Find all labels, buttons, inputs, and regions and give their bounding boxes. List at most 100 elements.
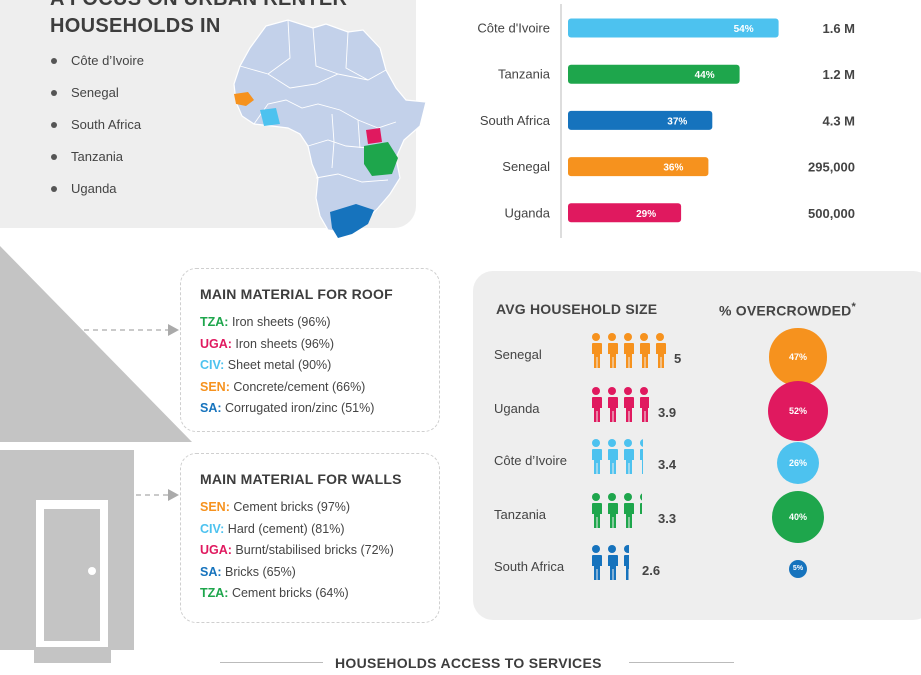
household-size-value: 3.4 xyxy=(658,457,677,472)
household-row-label: Senegal xyxy=(494,347,542,362)
bar-total-label: 295,000 xyxy=(808,160,855,175)
country-code: CIV: xyxy=(200,521,225,536)
household-row-label: South Africa xyxy=(494,559,565,574)
bar-total-label: 1.6 M xyxy=(822,21,855,36)
material-text: Burnt/stabilised bricks (72%) xyxy=(231,543,394,557)
bar-category-label: Côte d'Ivoire xyxy=(477,21,550,36)
material-text: Iron sheets (96%) xyxy=(228,315,331,329)
roof-material-title: MAIN MATERIAL FOR ROOF xyxy=(200,286,393,302)
house-roof xyxy=(0,246,192,442)
country-list-item: Tanzania xyxy=(50,148,144,180)
walls-material-item: SA: Bricks (65%) xyxy=(200,565,394,587)
overcrowded-title-text: % OVERCROWDED xyxy=(719,302,852,319)
roof-material-item: SEN: Concrete/cement (66%) xyxy=(200,380,374,402)
country-code: SA: xyxy=(200,401,222,415)
senegal-shape xyxy=(234,92,254,106)
footer-divider-left xyxy=(220,662,323,663)
walls-material-item: UGA: Burnt/stabilised bricks (72%) xyxy=(200,543,394,565)
walls-material-box: MAIN MATERIAL FOR WALLS SEN: Cement bric… xyxy=(180,453,440,623)
person-icon xyxy=(606,387,618,423)
household-size-value: 5 xyxy=(674,351,682,366)
country-list-item: Côte d’Ivoire xyxy=(50,52,144,84)
person-icon xyxy=(590,333,602,369)
intro-title-line1: A FOCUS ON URBAN RENTER xyxy=(50,0,347,10)
country-code: SEN: xyxy=(200,379,230,394)
overcrowded-title: % OVERCROWDED* xyxy=(719,301,856,319)
person-icon xyxy=(638,439,643,475)
roof-material-item: UGA: Iron sheets (96%) xyxy=(200,337,374,359)
person-icon xyxy=(622,439,634,475)
person-icon xyxy=(638,387,649,423)
door xyxy=(44,509,100,641)
country-code: UGA: xyxy=(200,336,232,351)
person-icon xyxy=(606,493,618,529)
cote-divoire-shape xyxy=(260,108,280,126)
walls-material-item: CIV: Hard (cement) (81%) xyxy=(200,522,394,544)
walls-material-item: TZA: Cement bricks (64%) xyxy=(200,586,394,608)
material-text: Concrete/cement (66%) xyxy=(229,379,366,394)
tanzania-shape xyxy=(364,142,398,176)
person-icon xyxy=(638,333,650,369)
country-list-item: Uganda xyxy=(50,180,144,212)
renter-share-bar-chart: Côte d'Ivoire 54% 1.6 M Tanzania 44% 1.2 M Sou… xyxy=(477,4,855,238)
bar-value-label: 36% xyxy=(663,163,683,174)
africa-map xyxy=(233,19,427,238)
person-icon xyxy=(654,333,666,369)
bar xyxy=(568,18,779,38)
material-text: Iron sheets (96%) xyxy=(231,336,335,351)
roof-arrow-icon xyxy=(84,324,179,336)
person-icon xyxy=(590,493,602,529)
bar-category-label: Tanzania xyxy=(498,67,551,82)
bar-category-label: South Africa xyxy=(480,113,551,128)
country-code: SEN: xyxy=(200,500,230,514)
bar-total-label: 1.2 M xyxy=(822,67,855,82)
overcrowded-circle: 52% xyxy=(768,381,828,441)
uganda-shape xyxy=(366,128,382,144)
roof-material-item: TZA: Iron sheets (96%) xyxy=(200,315,374,337)
door-knob xyxy=(88,567,96,575)
bar-value-label: 29% xyxy=(636,209,656,220)
country-list: Côte d’Ivoire Senegal South Africa Tanza… xyxy=(50,52,144,212)
roof-material-list: TZA: Iron sheets (96%) UGA: Iron sheets … xyxy=(200,315,374,423)
household-size-value: 3.9 xyxy=(658,405,677,420)
country-code: TZA: xyxy=(200,586,229,600)
bar-total-label: 500,000 xyxy=(808,206,855,221)
house-base xyxy=(34,649,111,663)
material-text: Hard (cement) (81%) xyxy=(224,521,345,536)
household-panel xyxy=(473,271,921,620)
south-africa-shape xyxy=(330,204,374,238)
overcrowded-circle: 5% xyxy=(788,559,808,579)
person-icon xyxy=(606,439,618,475)
walls-material-item: SEN: Cement bricks (97%) xyxy=(200,500,394,522)
bar-category-label: Uganda xyxy=(504,205,550,220)
material-text: Bricks (65%) xyxy=(221,564,296,579)
intro-title: A FOCUS ON URBAN RENTER HOUSEHOLDS IN xyxy=(50,0,347,40)
bar-category-label: Senegal xyxy=(502,159,550,174)
bar-total-label: 4.3 M xyxy=(822,113,855,128)
material-text: Corrugated iron/zinc (51%) xyxy=(221,401,375,415)
footer-divider-right xyxy=(629,662,734,663)
country-list-item: South Africa xyxy=(50,116,144,148)
roof-material-box: MAIN MATERIAL FOR ROOF TZA: Iron sheets … xyxy=(180,268,440,432)
roof-material-item: CIV: Sheet metal (90%) xyxy=(200,358,374,380)
person-icon xyxy=(622,493,634,529)
material-text: Cement bricks (97%) xyxy=(229,500,351,514)
map-borders xyxy=(239,19,397,183)
person-icon xyxy=(606,333,618,369)
person-icon xyxy=(638,493,642,529)
bar xyxy=(568,110,713,130)
avg-household-size-title: AVG HOUSEHOLD SIZE xyxy=(496,301,658,317)
person-icon xyxy=(606,545,618,581)
footer-section-title: HOUSEHOLDS ACCESS TO SERVICES xyxy=(335,655,602,671)
overcrowded-footnote-mark: * xyxy=(851,301,856,313)
overcrowded-circle: 40% xyxy=(771,490,825,544)
bar xyxy=(568,64,740,84)
bar-value-label: 37% xyxy=(667,116,687,127)
person-icon xyxy=(622,333,634,369)
bar xyxy=(568,157,709,177)
africa-continent-shape xyxy=(233,19,427,233)
overcrowded-circle: 26% xyxy=(776,441,820,485)
household-row-label: Uganda xyxy=(494,401,540,416)
material-text: Cement bricks (64%) xyxy=(228,586,349,600)
household-size-value: 2.6 xyxy=(642,563,661,578)
